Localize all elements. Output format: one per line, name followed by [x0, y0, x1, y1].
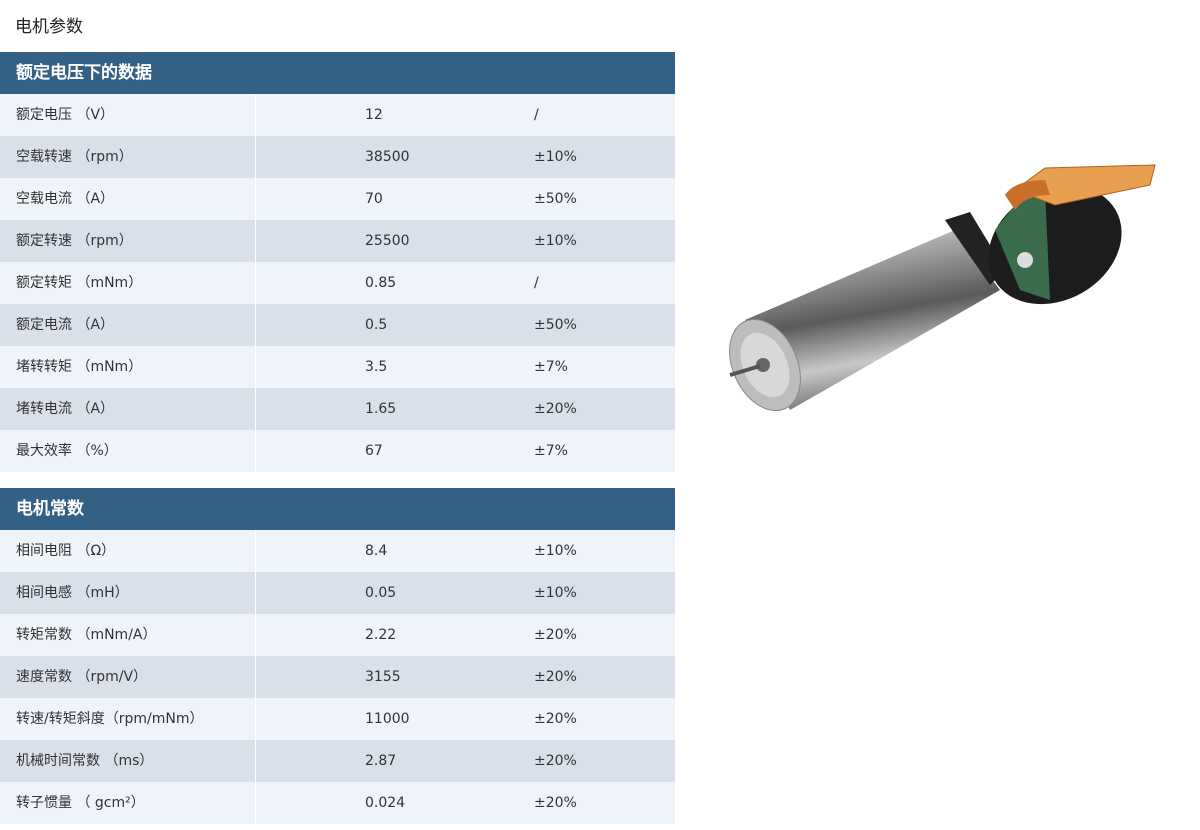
- param-value: 3.5: [365, 359, 388, 375]
- table-row: 速度常数 （rpm/V） 3155 ±20%: [0, 656, 675, 698]
- param-tolerance: ±10%: [534, 233, 577, 249]
- param-name: 堵转电流 （A）: [0, 388, 256, 430]
- param-value: 0.05: [365, 585, 397, 601]
- param-tolerance: ±20%: [534, 669, 577, 685]
- param-value: 2.22: [365, 627, 397, 643]
- param-value: 0.5: [365, 317, 388, 333]
- param-value: 1.65: [365, 401, 397, 417]
- param-tolerance: ±20%: [534, 627, 577, 643]
- param-name: 空载转速 （rpm）: [0, 136, 256, 178]
- param-name: 转速/转矩斜度（rpm/mNm）: [0, 698, 256, 740]
- table-row: 额定电流 （A） 0.5 ±50%: [0, 304, 675, 346]
- param-value: 3155: [365, 669, 401, 685]
- param-name: 速度常数 （rpm/V）: [0, 656, 256, 698]
- param-name: 相间电感 （mH）: [0, 572, 256, 614]
- param-value: 0.85: [365, 275, 397, 291]
- table-row: 转速/转矩斜度（rpm/mNm） 11000 ±20%: [0, 698, 675, 740]
- table-row: 额定转矩 （mNm） 0.85 /: [0, 262, 675, 304]
- param-tolerance: ±20%: [534, 795, 577, 811]
- table-row: 堵转转矩 （mNm） 3.5 ±7%: [0, 346, 675, 388]
- table-row: 相间电感 （mH） 0.05 ±10%: [0, 572, 675, 614]
- param-name: 机械时间常数 （ms）: [0, 740, 256, 782]
- param-tolerance: ±20%: [534, 401, 577, 417]
- param-tolerance: ±10%: [534, 543, 577, 559]
- param-name: 相间电阻 （Ω）: [0, 530, 256, 572]
- param-name: 堵转转矩 （mNm）: [0, 346, 256, 388]
- param-value: 8.4: [365, 543, 388, 559]
- param-tolerance: ±10%: [534, 585, 577, 601]
- section-rated-voltage-data: 额定电压下的数据 额定电压 （V） 12/空载转速 （rpm） 38500 ±10% 空…: [0, 52, 675, 472]
- table-row: 相间电阻 （Ω） 8.4 ±10%: [0, 530, 675, 572]
- param-tolerance: ±50%: [534, 317, 577, 333]
- param-name: 空载电流 （A）: [0, 178, 256, 220]
- section-motor-constants: 电机常数 相间电阻 （Ω） 8.4 ±10% 相间电感 （mH） 0.05 ±10% 转矩常…: [0, 488, 675, 824]
- table-row: 最大效率 （%） 67 ±7%: [0, 430, 675, 472]
- table-row: 堵转电流 （A） 1.65 ±20%: [0, 388, 675, 430]
- page-title: 电机参数: [15, 17, 83, 37]
- param-value: 0.024: [365, 795, 406, 811]
- param-name: 额定转速 （rpm）: [0, 220, 256, 262]
- table-row: 额定电压 （V） 12 /: [0, 94, 675, 136]
- param-value: 11000: [365, 711, 410, 727]
- param-name: 额定电压 （V）: [0, 94, 256, 136]
- table-row: 空载转速 （rpm） 38500 ±10%: [0, 136, 675, 178]
- param-tolerance: ±7%: [534, 443, 568, 459]
- param-value: 70: [365, 191, 383, 207]
- param-tolerance: ±20%: [534, 711, 577, 727]
- table-row: 额定转速 （rpm） 25500 ±10%: [0, 220, 675, 262]
- motor-product-image: [729, 164, 1156, 412]
- table-row: 转矩常数 （mNm/A） 2.22 ±20%: [0, 614, 675, 656]
- param-tolerance: ±20%: [534, 753, 577, 769]
- param-tolerance: ±50%: [534, 191, 577, 207]
- table-row: 转子惯量 （ gcm²） 0.024 ±20%: [0, 782, 675, 824]
- param-value: 38500: [365, 149, 410, 165]
- param-value: 2.87: [365, 753, 397, 769]
- param-value: 67: [365, 443, 383, 459]
- param-name: 额定电流 （A）: [0, 304, 256, 346]
- param-tolerance: /: [534, 275, 539, 291]
- param-name: 额定转矩 （mNm）: [0, 262, 256, 304]
- param-value: 12: [365, 107, 383, 123]
- param-name: 最大效率 （%）: [0, 430, 256, 472]
- section-header: 电机常数: [0, 488, 675, 530]
- table-row: 机械时间常数 （ms） 2.87 ±20%: [0, 740, 675, 782]
- param-name: 转矩常数 （mNm/A）: [0, 614, 256, 656]
- param-value: 25500: [365, 233, 410, 249]
- param-tolerance: ±10%: [534, 149, 577, 165]
- table-row: 空载电流 （A） 70 ±50%: [0, 178, 675, 220]
- section-header: 额定电压下的数据: [0, 52, 675, 94]
- param-tolerance: /: [534, 107, 539, 123]
- param-tolerance: ±7%: [534, 359, 568, 375]
- param-name: 转子惯量 （ gcm²）: [0, 782, 256, 824]
